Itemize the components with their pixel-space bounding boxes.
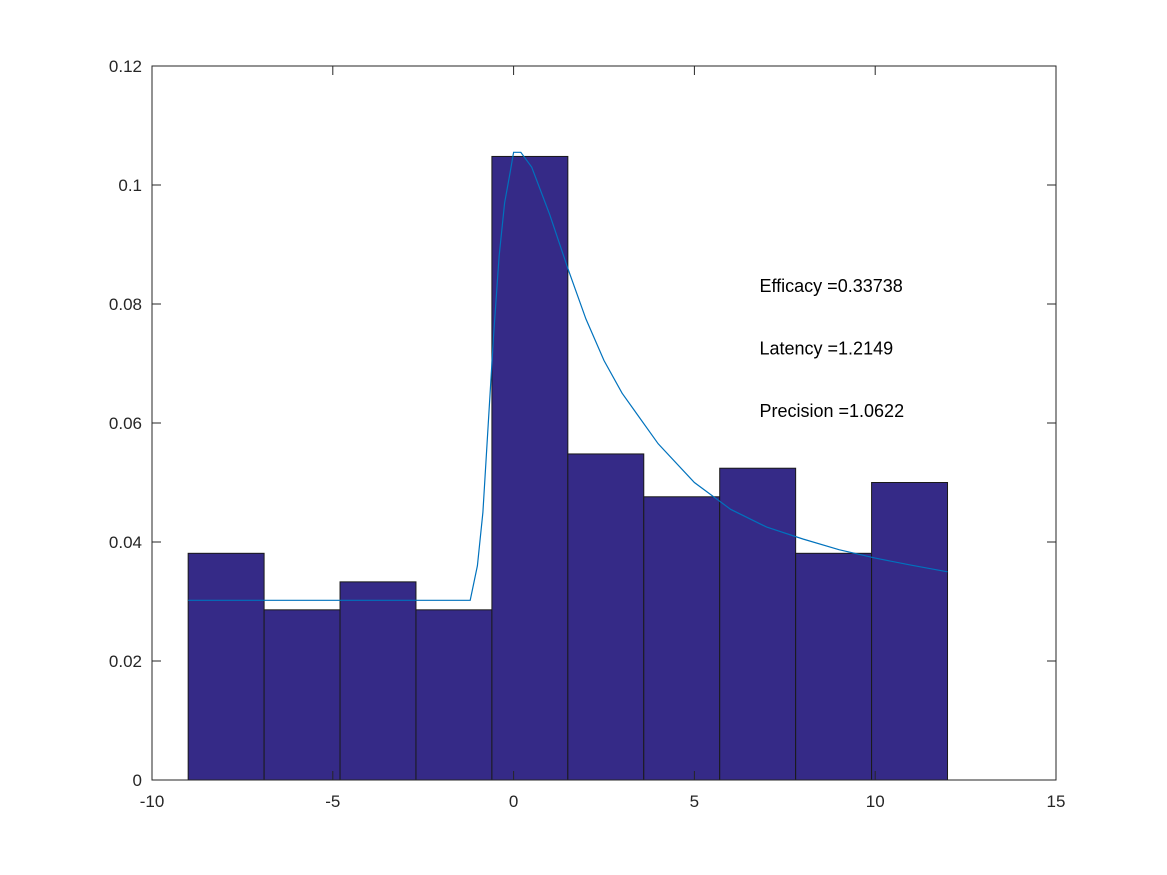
histogram-bar [795, 552, 873, 781]
histogram-bar [491, 155, 569, 781]
y-tick-label: 0.04 [109, 533, 142, 552]
x-tick-label: 5 [690, 792, 699, 811]
x-tick-label: -10 [140, 792, 165, 811]
histogram-bar [187, 552, 265, 781]
x-tick-label: 0 [509, 792, 518, 811]
x-tick-label: 10 [866, 792, 885, 811]
fit-curve-group [188, 151, 948, 601]
x-tick-label: -5 [325, 792, 340, 811]
annotation-text: Precision =1.0622 [759, 401, 904, 421]
fit-curve-line [188, 151, 948, 601]
annotation-text: Latency =1.2149 [759, 339, 893, 359]
histogram-bar [263, 609, 341, 781]
y-tick-label: 0 [133, 771, 142, 790]
x-tick-label: 15 [1047, 792, 1066, 811]
y-tick-label: 0.12 [109, 57, 142, 76]
axis-ticks: -10 -5 0 5 10 15 0 0.02 0.04 0.06 0.08 0.1 0.12 [109, 57, 1066, 811]
histogram-bar [339, 581, 417, 781]
histogram-bar [871, 482, 949, 781]
y-tick-label: 0.1 [118, 176, 142, 195]
y-tick-label: 0.02 [109, 652, 142, 671]
y-tick-label: 0.08 [109, 295, 142, 314]
histogram-bar [719, 467, 797, 781]
histogram-bar [643, 496, 721, 781]
y-tick-label: 0.06 [109, 414, 142, 433]
annotations: Efficacy =0.33738 Latency =1.2149 Precisio… [759, 276, 904, 421]
histogram-bar [415, 609, 493, 781]
histogram-bars [187, 155, 949, 781]
histogram-bar [567, 453, 645, 781]
annotation-text: Efficacy =0.33738 [759, 276, 902, 296]
